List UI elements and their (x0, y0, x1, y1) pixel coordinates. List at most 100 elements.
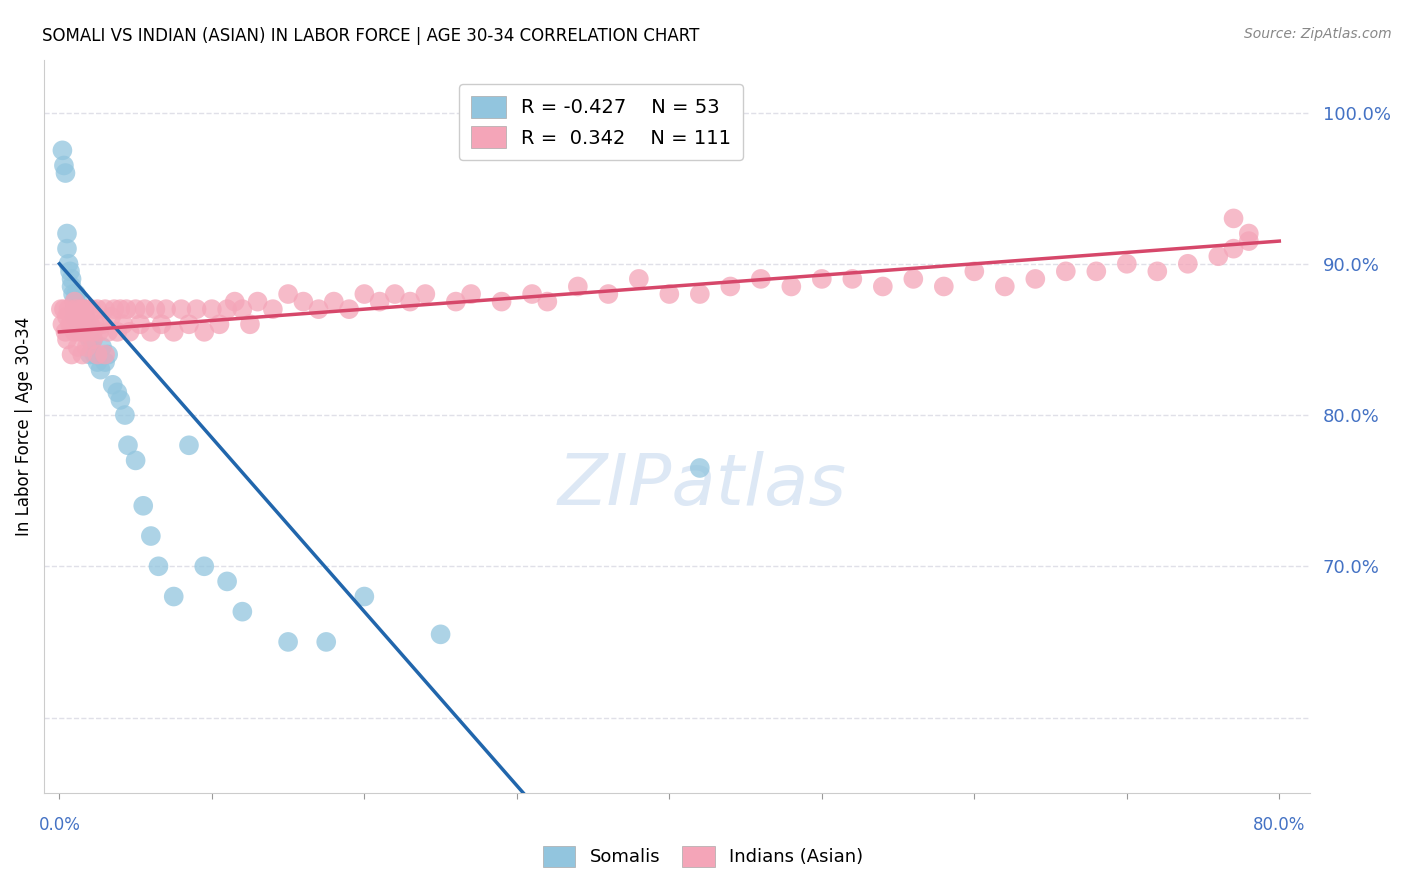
Point (69, 310, 91, 324)
Point (66, 318, 89, 332)
Point (101, 377, 124, 392)
Point (353, 590, 375, 604)
Point (139, 325, 162, 339)
Point (1237, 227, 1260, 241)
Point (292, 294, 315, 309)
Point (963, 264, 986, 278)
Point (1222, 242, 1244, 256)
Point (63, 302, 86, 317)
Text: SOMALI VS INDIAN (ASIAN) IN LABOR FORCE | AGE 30-34 CORRELATION CHART: SOMALI VS INDIAN (ASIAN) IN LABOR FORCE … (42, 27, 700, 45)
Point (94, 302, 117, 317)
Point (51, 318, 73, 332)
Point (148, 559, 170, 574)
Point (134, 302, 156, 317)
Point (658, 287, 681, 301)
Point (67, 318, 90, 332)
Point (62, 287, 84, 301)
Point (124, 302, 146, 317)
Legend: R = -0.427    N = 53, R =  0.342    N = 111: R = -0.427 N = 53, R = 0.342 N = 111 (460, 84, 742, 160)
Point (1146, 264, 1168, 278)
Point (689, 461, 711, 475)
Point (100, 310, 122, 324)
Text: 80.0%: 80.0% (1253, 816, 1306, 834)
Point (91, 340, 114, 354)
Point (70, 302, 93, 317)
Point (811, 272, 834, 286)
Point (277, 635, 299, 649)
Point (1024, 272, 1046, 286)
Point (117, 438, 139, 452)
Point (83, 347, 105, 361)
Point (112, 318, 135, 332)
Point (75, 310, 97, 324)
Point (82, 333, 104, 347)
Point (82, 333, 104, 347)
Point (186, 302, 208, 317)
Point (63, 294, 86, 309)
Point (60, 318, 83, 332)
Point (110, 302, 132, 317)
Point (60, 272, 83, 286)
Point (49, 302, 72, 317)
Point (105, 385, 128, 400)
Point (224, 294, 246, 309)
Point (315, 635, 337, 649)
Point (58, 302, 80, 317)
Point (689, 287, 711, 301)
Point (90, 362, 112, 376)
Point (536, 294, 558, 309)
Point (56, 242, 79, 256)
Point (63, 310, 86, 324)
Point (86, 355, 108, 369)
Point (337, 302, 360, 317)
Point (193, 325, 215, 339)
Point (86, 347, 108, 361)
Point (124, 453, 146, 467)
Point (132, 499, 155, 513)
Point (51, 144, 73, 158)
Point (60, 279, 83, 293)
Point (353, 287, 375, 301)
Point (87, 325, 110, 339)
Point (70, 318, 93, 332)
Point (217, 574, 239, 589)
Point (70, 325, 93, 339)
Point (163, 325, 186, 339)
Point (56, 227, 79, 241)
Point (1222, 211, 1244, 226)
Point (150, 318, 173, 332)
Point (70, 318, 93, 332)
Point (872, 279, 894, 293)
Point (63, 310, 86, 324)
Point (65, 302, 87, 317)
Point (114, 408, 136, 422)
Point (76, 318, 98, 332)
Point (567, 279, 589, 293)
Point (994, 279, 1017, 293)
Point (65, 287, 87, 301)
Point (115, 302, 138, 317)
Point (79, 318, 101, 332)
Point (201, 302, 224, 317)
Point (155, 302, 177, 317)
Point (110, 392, 132, 407)
Point (55, 166, 77, 180)
Point (76, 302, 98, 317)
Point (444, 294, 467, 309)
Point (231, 302, 253, 317)
Point (598, 287, 620, 301)
Point (1054, 264, 1077, 278)
Point (79, 347, 101, 361)
Point (63, 325, 86, 339)
Text: 0.0%: 0.0% (38, 816, 80, 834)
Point (82, 325, 104, 339)
Point (91, 318, 114, 332)
Point (749, 272, 772, 286)
Point (69, 302, 91, 317)
Point (627, 272, 650, 286)
Point (66, 294, 89, 309)
Point (460, 287, 482, 301)
Point (59, 264, 82, 278)
Point (841, 272, 863, 286)
Point (52, 302, 75, 317)
